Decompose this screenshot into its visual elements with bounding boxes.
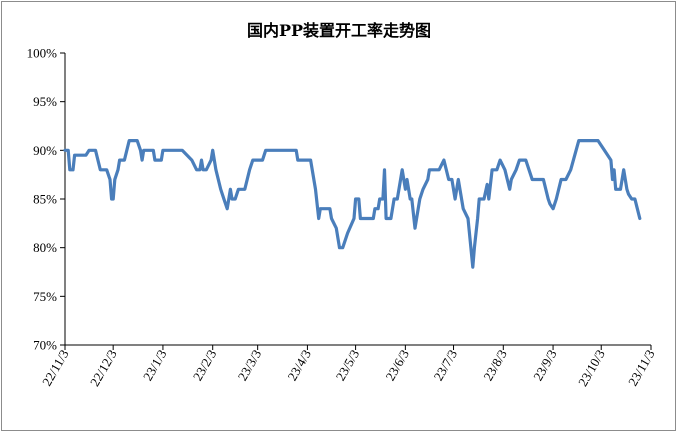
y-tick-label: 80% (33, 240, 57, 255)
x-axis-ticks: 22/11/3 22/12/3 23/1/3 23/2/3 23/3/3 23/4/3 23… (39, 345, 658, 389)
x-tick-label: 22/12/3 (87, 347, 120, 389)
y-tick-label: 100% (27, 46, 58, 61)
y-tick-label: 75% (33, 289, 57, 304)
x-tick-label: 23/10/3 (575, 347, 608, 389)
y-tick-label: 90% (33, 143, 57, 158)
chart-title: 国内PP装置开工率走势图 (247, 21, 431, 40)
x-tick-label: 23/11/3 (625, 347, 658, 388)
x-tick-label: 23/9/3 (530, 347, 560, 383)
x-tick-label: 23/6/3 (382, 347, 412, 383)
series-line (63, 139, 642, 269)
y-tick-label: 95% (33, 94, 57, 109)
y-tick-label: 85% (33, 192, 57, 207)
x-tick-label: 23/5/3 (333, 347, 363, 383)
x-tick-label: 23/3/3 (235, 347, 265, 383)
x-tick-label: 23/8/3 (480, 347, 510, 383)
y-axis-ticks: 70% 75% 80% 85% 90% 95% 100% (27, 46, 65, 353)
x-tick-label: 22/11/3 (39, 347, 72, 388)
x-tick-label: 23/2/3 (190, 347, 220, 383)
x-tick-label: 23/4/3 (284, 347, 314, 383)
x-tick-label: 23/1/3 (140, 347, 170, 383)
y-tick-label: 70% (33, 338, 57, 353)
x-tick-label: 23/7/3 (431, 347, 461, 383)
